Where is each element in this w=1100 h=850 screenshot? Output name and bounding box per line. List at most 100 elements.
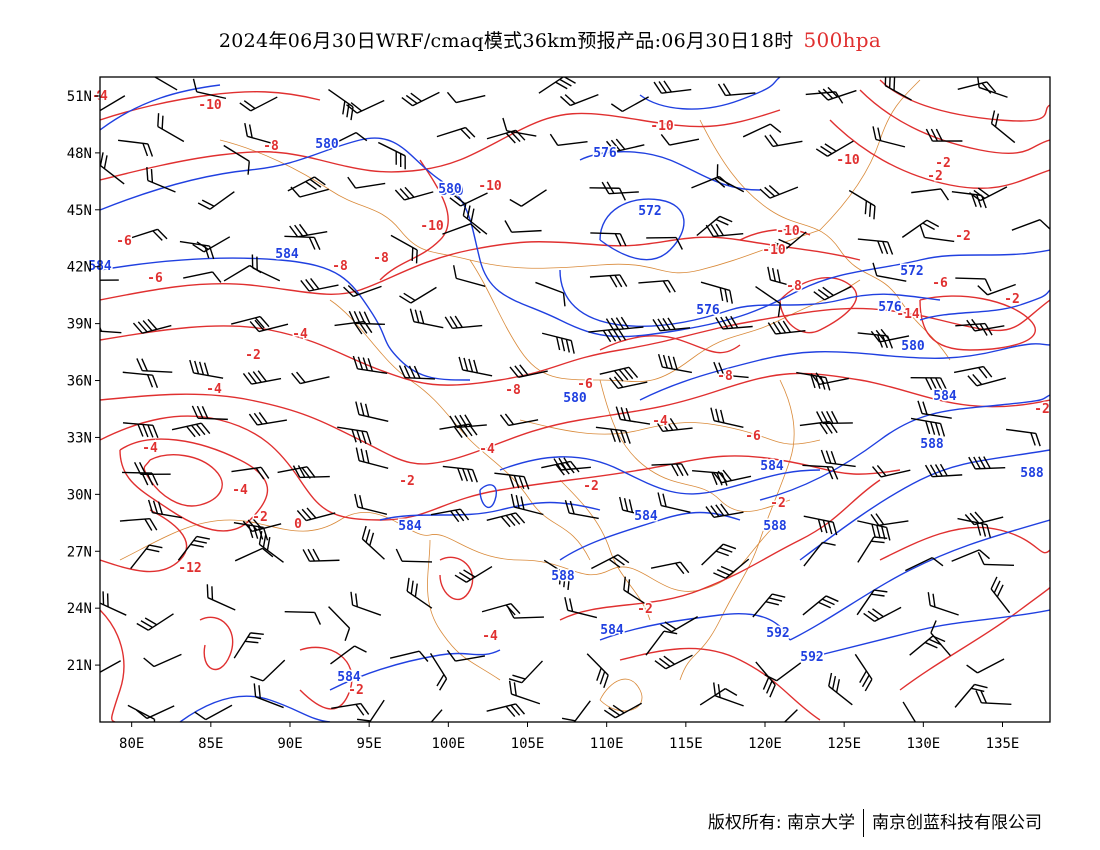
wind-barb <box>502 117 537 137</box>
wind-barb <box>816 410 853 425</box>
wind-barb <box>650 561 690 575</box>
temperature-isotherm <box>919 295 1036 351</box>
provincial-borders <box>119 79 951 712</box>
wind-barb <box>390 234 418 264</box>
y-tick-label: 21N <box>67 658 92 674</box>
height-label: 584 <box>398 519 422 534</box>
wind-barb <box>136 705 175 720</box>
wind-barb <box>535 281 566 307</box>
height-label: 576 <box>878 300 902 315</box>
wind-barb <box>910 417 946 437</box>
wind-barb <box>964 511 1004 526</box>
temperature-label: -2 <box>927 169 943 184</box>
wind-barb <box>638 279 676 293</box>
wind-barb <box>605 316 644 331</box>
wind-barb <box>354 493 388 515</box>
wind-barb <box>389 650 429 662</box>
wind-barb <box>119 517 158 531</box>
wind-barb <box>770 231 807 252</box>
x-tick-label: 120E <box>748 736 782 752</box>
wind-barb <box>130 544 163 570</box>
temperature-label: -10 <box>198 98 222 113</box>
wind-barb <box>848 189 876 220</box>
wind-barb <box>610 96 649 113</box>
wind-barb <box>244 122 277 146</box>
footer-divider <box>863 809 864 837</box>
temperature-label: -6 <box>745 429 761 444</box>
wind-barb <box>919 224 955 243</box>
height-label: 588 <box>763 519 787 534</box>
wind-barb <box>654 654 693 670</box>
temperature-label: -2 <box>770 496 786 511</box>
height-label: 584 <box>337 670 361 685</box>
wind-barb <box>398 365 435 380</box>
wind-barb <box>810 372 849 386</box>
temperature-label: -4 <box>482 629 498 644</box>
temperature-label: -2 <box>955 229 971 244</box>
wind-barb <box>549 133 588 146</box>
temperature-isotherm <box>879 526 1050 561</box>
wind-barb <box>764 134 803 148</box>
wind-barb <box>171 422 211 438</box>
temperature-label: -8 <box>786 279 802 294</box>
height-contour <box>100 137 1050 338</box>
wind-barb <box>504 220 542 233</box>
temperature-isotherm <box>779 277 858 334</box>
wind-barb <box>615 406 651 425</box>
wind-barb <box>564 597 598 619</box>
wind-barb <box>696 215 733 237</box>
height-label: 584 <box>275 247 299 262</box>
wind-barb <box>100 591 127 616</box>
temperature-label: -8 <box>717 369 733 384</box>
wind-barb <box>499 413 539 427</box>
x-tick-label: 115E <box>669 736 703 752</box>
wind-barb <box>250 659 286 682</box>
wind-barb <box>609 376 648 390</box>
temperature-isotherm <box>379 159 449 281</box>
height-contour <box>559 511 741 561</box>
wind-barb <box>242 518 282 533</box>
wind-barb <box>352 355 388 375</box>
temperature-label: -10 <box>836 153 860 168</box>
temperature-label: -2 <box>583 479 599 494</box>
wind-barb <box>975 690 1012 705</box>
wind-barb <box>442 465 478 483</box>
temperature-label: -4 <box>142 441 158 456</box>
wind-barb <box>828 672 853 706</box>
wind-barb <box>606 138 645 153</box>
x-tick-label: 135E <box>986 736 1020 752</box>
wind-barb <box>234 547 274 562</box>
plot-frame <box>99 76 1051 723</box>
wind-barb <box>872 126 906 148</box>
wind-barb <box>249 319 289 333</box>
wind-barb <box>802 595 839 616</box>
wind-barb <box>856 589 888 616</box>
wind-barb <box>128 228 168 241</box>
temperature-label: -14 <box>896 307 920 322</box>
wind-barb <box>486 512 526 528</box>
wind-barb <box>905 557 944 572</box>
wind-barb <box>122 371 159 388</box>
wind-barb <box>543 559 571 590</box>
wind-barb <box>446 649 486 662</box>
height-label: 576 <box>593 146 617 161</box>
wind-barb <box>118 139 154 157</box>
wind-barb <box>192 78 227 100</box>
y-tick-label: 39N <box>67 317 92 333</box>
x-tick-label: 85E <box>198 736 223 752</box>
wind-barb <box>242 370 282 385</box>
y-tick-label: 30N <box>67 487 92 503</box>
wind-barb <box>289 223 328 238</box>
wind-barb <box>623 576 650 607</box>
wind-barb <box>871 464 911 478</box>
wind-barb <box>454 565 493 583</box>
wind-barb <box>399 286 437 304</box>
height-label: 580 <box>438 182 462 197</box>
wind-barb <box>330 645 367 665</box>
x-tick-label: 105E <box>511 736 545 752</box>
wind-barb <box>444 315 483 329</box>
height-contour <box>559 269 941 328</box>
temperature-label: -2 <box>348 683 364 698</box>
height-contour <box>479 484 497 509</box>
